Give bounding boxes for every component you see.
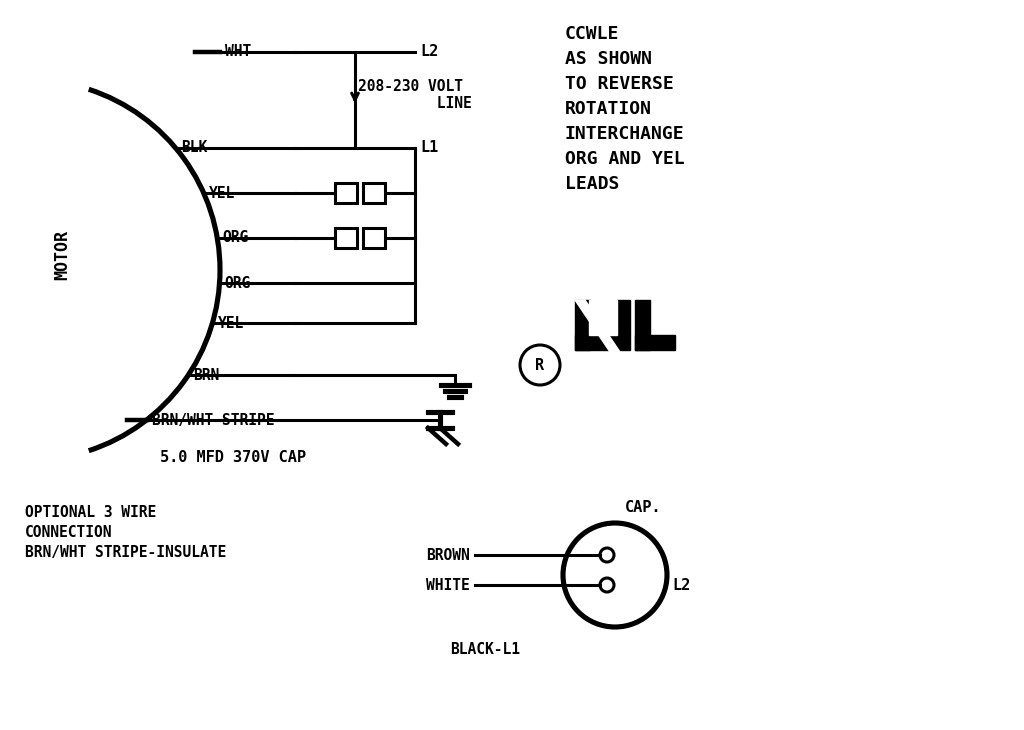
Polygon shape xyxy=(575,300,620,352)
Circle shape xyxy=(600,548,614,562)
Text: L2: L2 xyxy=(672,577,690,593)
Bar xyxy=(362,183,385,203)
Bar xyxy=(335,183,357,203)
Text: BLK: BLK xyxy=(180,140,207,155)
Text: YEL: YEL xyxy=(209,185,234,201)
Text: L1: L1 xyxy=(420,140,438,155)
Text: MOTOR: MOTOR xyxy=(53,230,71,280)
Text: BLACK-L1: BLACK-L1 xyxy=(450,642,520,658)
Polygon shape xyxy=(575,300,590,350)
Text: WHITE: WHITE xyxy=(426,577,470,593)
Polygon shape xyxy=(635,335,675,350)
Text: CCWLE
AS SHOWN
TO REVERSE
ROTATION
INTERCHANGE
ORG AND YEL
LEADS: CCWLE AS SHOWN TO REVERSE ROTATION INTER… xyxy=(565,25,685,193)
Text: BROWN: BROWN xyxy=(426,548,470,563)
Text: BRN: BRN xyxy=(194,367,219,383)
Text: BRN/WHT STRIPE: BRN/WHT STRIPE xyxy=(152,412,274,428)
Text: ORG: ORG xyxy=(224,275,251,291)
Polygon shape xyxy=(589,300,617,335)
Text: ORG: ORG xyxy=(222,231,249,245)
Text: L2: L2 xyxy=(420,45,438,60)
Polygon shape xyxy=(575,335,630,350)
Text: WHT: WHT xyxy=(225,45,251,60)
Text: YEL: YEL xyxy=(217,315,244,331)
Circle shape xyxy=(600,578,614,592)
Text: 5.0 MFD 370V CAP: 5.0 MFD 370V CAP xyxy=(160,450,306,466)
Bar xyxy=(335,228,357,248)
Text: 208-230 VOLT
         LINE: 208-230 VOLT LINE xyxy=(358,79,472,111)
Bar xyxy=(362,228,385,248)
Polygon shape xyxy=(617,300,630,335)
Text: CAP.: CAP. xyxy=(625,501,662,515)
Polygon shape xyxy=(635,300,650,350)
Text: OPTIONAL 3 WIRE
CONNECTION
BRN/WHT STRIPE-INSULATE: OPTIONAL 3 WIRE CONNECTION BRN/WHT STRIP… xyxy=(25,505,226,560)
Text: R: R xyxy=(536,358,545,372)
